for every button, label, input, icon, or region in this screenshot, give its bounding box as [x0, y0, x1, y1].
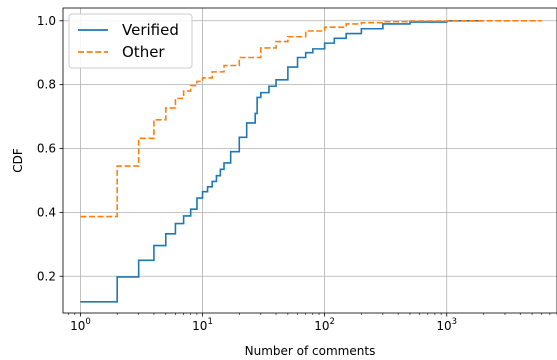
series-lines — [80, 19, 542, 303]
x-axis-label: Number of comments — [245, 344, 376, 358]
x-tick-label: 102 — [314, 317, 335, 333]
axis-ticks: 100 101 102 103 0.2 0.4 0.6 0.8 1.0 — [37, 14, 557, 333]
y-axis-label: CDF — [11, 148, 25, 173]
series-line-other — [80, 19, 542, 218]
legend: Verified Other — [68, 13, 193, 69]
plot-area-frame — [62, 7, 557, 314]
series-line-verified — [80, 19, 484, 303]
legend-label-verified: Verified — [122, 21, 179, 39]
x-tick-label: 103 — [436, 317, 457, 333]
y-tick-label: 0.4 — [37, 205, 56, 219]
x-tick-label: 100 — [70, 317, 91, 333]
x-tick-label: 101 — [192, 317, 213, 333]
y-tick-label: 0.6 — [37, 142, 56, 156]
y-tick-label: 0.2 — [37, 269, 56, 283]
y-tick-label: 0.8 — [37, 78, 56, 92]
legend-box — [68, 13, 193, 69]
y-tick-label: 1.0 — [37, 14, 56, 28]
legend-label-other: Other — [122, 43, 165, 61]
